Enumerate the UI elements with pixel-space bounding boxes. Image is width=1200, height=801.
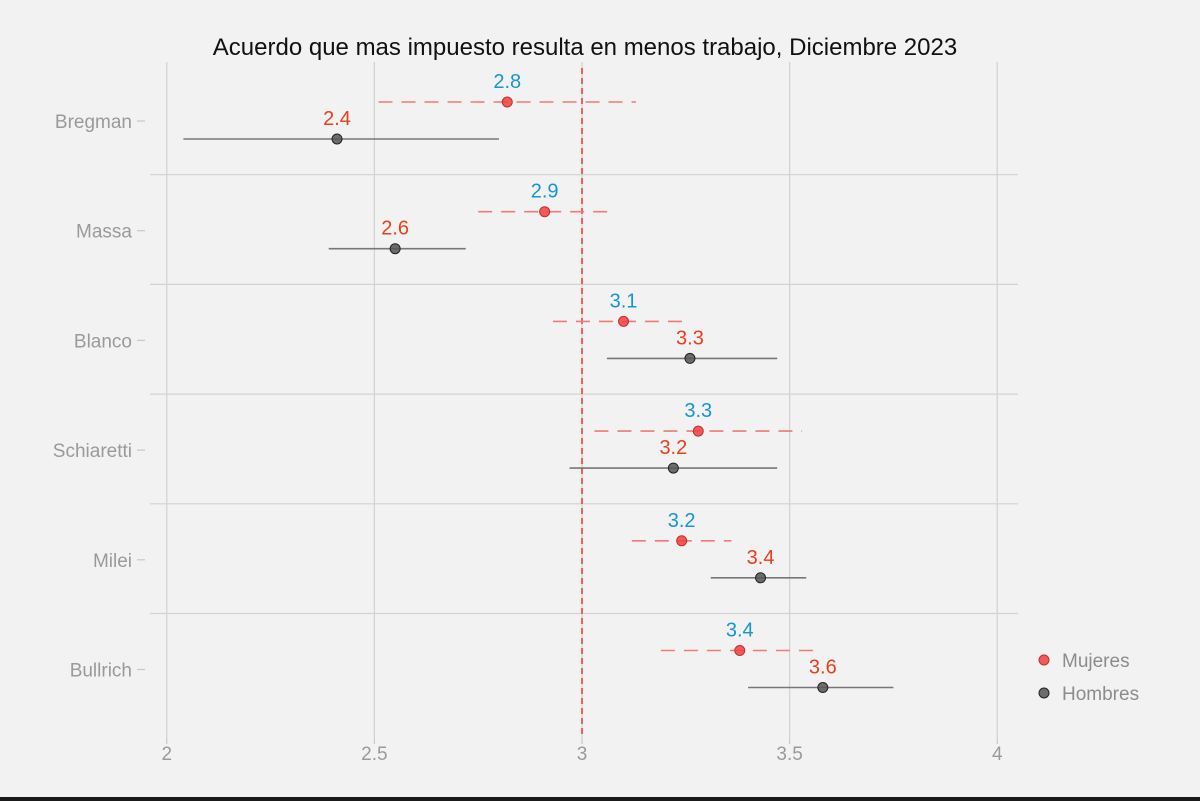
y-tick-label-massa: Massa — [76, 222, 132, 243]
hombres-point — [755, 572, 767, 584]
bottom-border — [0, 797, 1200, 801]
mujeres-data-label: 3.4 — [726, 620, 754, 642]
y-tick-label-bregman: Bregman — [55, 112, 132, 133]
mujeres-data-label: 3.1 — [610, 290, 638, 312]
hombres-data-label: 3.4 — [747, 547, 775, 569]
mujeres-legend-label: Mujeres — [1062, 651, 1130, 672]
mujeres-point — [618, 315, 630, 327]
mujeres-point — [692, 425, 704, 437]
y-tick-label-blanco: Blanco — [74, 331, 132, 352]
hombres-point — [667, 462, 679, 474]
hombres-point — [684, 352, 696, 364]
x-tick-label: 2 — [161, 744, 172, 765]
mujeres-data-label: 3.3 — [684, 400, 712, 422]
hombres-data-label: 2.4 — [323, 108, 351, 130]
mujeres-data-label: 2.8 — [493, 71, 521, 93]
mujeres-point — [501, 96, 513, 108]
y-tick-label-bullrich: Bullrich — [70, 661, 132, 682]
legend: Mujeres Hombres — [1038, 651, 1139, 705]
mujeres-data-label: 2.9 — [531, 181, 559, 203]
hombres-point — [817, 682, 829, 693]
y-tick-label-schiaretti: Schiaretti — [53, 441, 132, 462]
y-tick-label-milei: Milei — [93, 551, 132, 572]
hombres-legend-label: Hombres — [1062, 684, 1139, 705]
x-tick-label: 3.5 — [776, 744, 802, 765]
x-tick-label: 2.5 — [361, 744, 387, 765]
mujeres-point — [539, 206, 551, 218]
hombres-data-label: 2.6 — [381, 218, 409, 240]
hombres-data-label: 3.3 — [676, 327, 704, 349]
mujeres-point — [676, 535, 688, 547]
mujeres-legend-key — [1038, 654, 1050, 666]
hombres-point — [389, 243, 401, 255]
hombres-legend-key — [1038, 687, 1050, 699]
hombres-point — [331, 133, 343, 145]
x-tick-label: 4 — [992, 744, 1003, 765]
mujeres-point — [734, 645, 746, 656]
mujeres-data-label: 3.2 — [668, 510, 696, 532]
hombres-data-label: 3.6 — [809, 657, 837, 679]
x-tick-label: 3 — [577, 744, 588, 765]
hombres-data-label: 3.2 — [659, 437, 687, 459]
chart-title: Acuerdo que mas impuesto resulta en meno… — [213, 34, 957, 61]
